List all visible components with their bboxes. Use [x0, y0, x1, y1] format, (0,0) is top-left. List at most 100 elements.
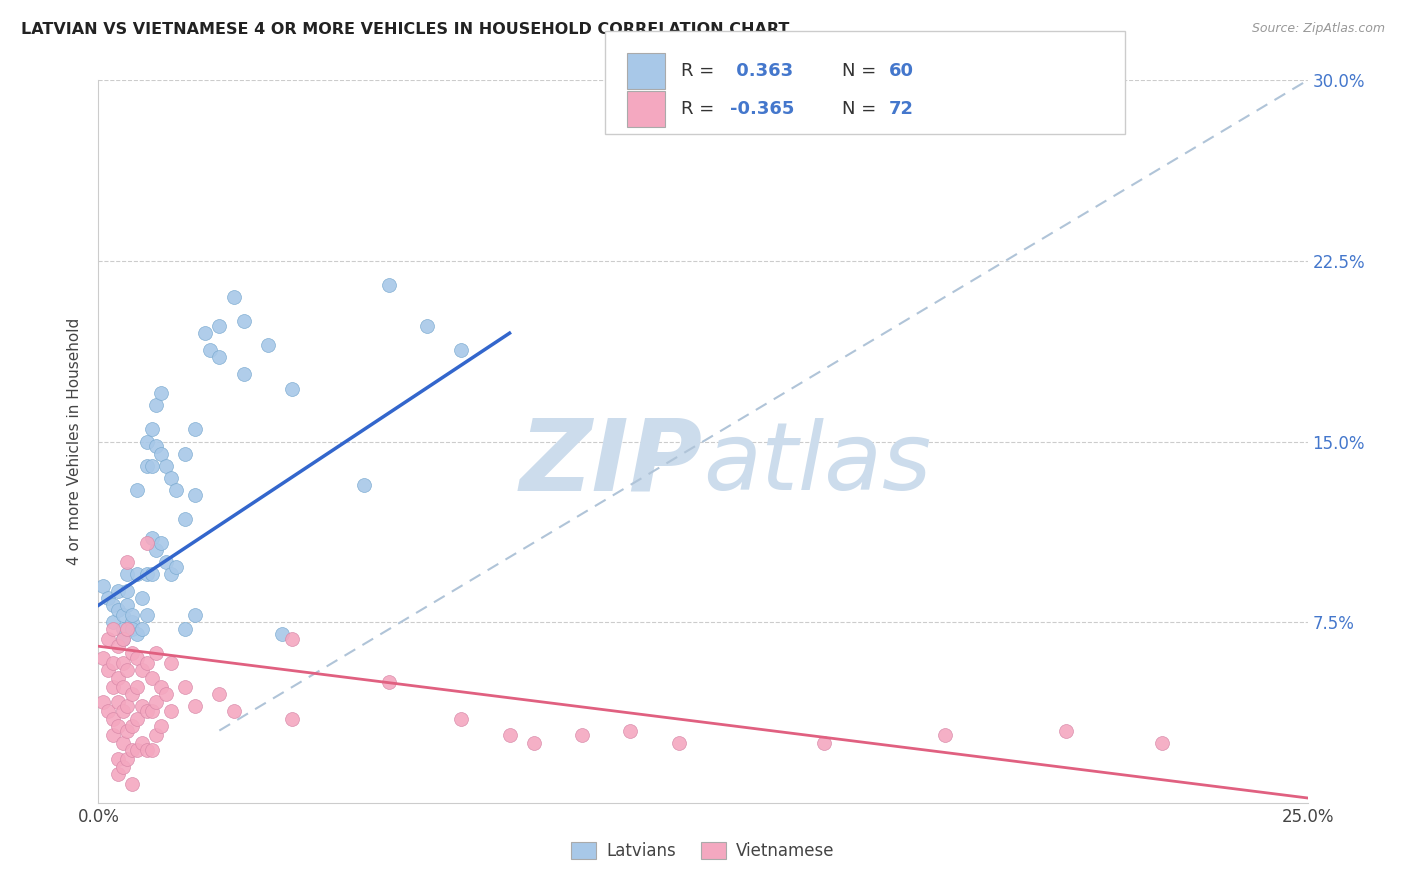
- Point: [141, 567, 163, 582]
- Point: [107, 671, 129, 685]
- Point: [174, 680, 197, 694]
- Point: [135, 458, 157, 473]
- Point: [145, 647, 167, 661]
- Point: [416, 318, 439, 333]
- Text: Source: ZipAtlas.com: Source: ZipAtlas.com: [1251, 22, 1385, 36]
- Point: [141, 458, 163, 473]
- Point: [281, 382, 304, 396]
- Point: [160, 704, 183, 718]
- Point: [101, 599, 124, 613]
- Point: [101, 728, 124, 742]
- Point: [498, 728, 520, 742]
- Point: [117, 699, 139, 714]
- Point: [135, 704, 157, 718]
- Point: [111, 632, 134, 646]
- Point: [107, 583, 129, 598]
- Point: [160, 567, 183, 582]
- Point: [121, 719, 143, 733]
- Point: [934, 728, 956, 742]
- Point: [111, 704, 134, 718]
- Point: [222, 704, 245, 718]
- Point: [107, 719, 129, 733]
- Point: [91, 651, 114, 665]
- Point: [150, 446, 173, 460]
- Text: 72: 72: [889, 100, 914, 118]
- Point: [101, 680, 124, 694]
- Point: [127, 651, 149, 665]
- Point: [111, 735, 134, 749]
- Point: [127, 567, 149, 582]
- Point: [111, 632, 134, 646]
- Point: [523, 735, 546, 749]
- Point: [208, 318, 231, 333]
- Point: [256, 338, 278, 352]
- Point: [135, 434, 157, 449]
- Point: [97, 632, 120, 646]
- Point: [155, 555, 177, 569]
- Y-axis label: 4 or more Vehicles in Household: 4 or more Vehicles in Household: [67, 318, 83, 566]
- Point: [111, 607, 134, 622]
- Point: [131, 699, 153, 714]
- Point: [174, 446, 197, 460]
- Point: [91, 579, 114, 593]
- Point: [127, 743, 149, 757]
- Point: [145, 728, 167, 742]
- Point: [101, 615, 124, 630]
- Point: [107, 639, 129, 653]
- Point: [232, 367, 254, 381]
- Text: N =: N =: [842, 62, 882, 80]
- Point: [117, 664, 139, 678]
- Text: R =: R =: [681, 100, 720, 118]
- Point: [135, 743, 157, 757]
- Point: [117, 752, 139, 766]
- Point: [111, 760, 134, 774]
- Point: [141, 531, 163, 545]
- Point: [145, 695, 167, 709]
- Point: [107, 695, 129, 709]
- Point: [101, 656, 124, 670]
- Text: 60: 60: [889, 62, 914, 80]
- Point: [174, 511, 197, 525]
- Text: -0.365: -0.365: [730, 100, 794, 118]
- Point: [111, 680, 134, 694]
- Point: [377, 277, 399, 292]
- Point: [184, 607, 207, 622]
- Point: [668, 735, 690, 749]
- Text: LATVIAN VS VIETNAMESE 4 OR MORE VEHICLES IN HOUSEHOLD CORRELATION CHART: LATVIAN VS VIETNAMESE 4 OR MORE VEHICLES…: [21, 22, 789, 37]
- Point: [131, 735, 153, 749]
- Point: [141, 422, 163, 436]
- Point: [101, 623, 124, 637]
- Point: [813, 735, 835, 749]
- Point: [135, 607, 157, 622]
- Text: 0.363: 0.363: [730, 62, 793, 80]
- Point: [150, 386, 173, 401]
- Point: [117, 723, 139, 738]
- Point: [155, 687, 177, 701]
- Point: [165, 559, 187, 574]
- Point: [135, 535, 157, 549]
- Point: [111, 656, 134, 670]
- Point: [1152, 735, 1174, 749]
- Point: [160, 656, 183, 670]
- Point: [155, 458, 177, 473]
- Point: [450, 343, 472, 357]
- Point: [121, 607, 143, 622]
- Point: [101, 712, 124, 726]
- Point: [198, 343, 221, 357]
- Point: [135, 567, 157, 582]
- Point: [165, 483, 187, 497]
- Point: [281, 632, 304, 646]
- Point: [127, 627, 149, 641]
- Text: ZIP: ZIP: [520, 415, 703, 512]
- Point: [131, 664, 153, 678]
- Point: [271, 627, 294, 641]
- Point: [91, 695, 114, 709]
- Legend: Latvians, Vietnamese: Latvians, Vietnamese: [565, 835, 841, 867]
- Point: [111, 623, 134, 637]
- Point: [281, 712, 304, 726]
- Point: [127, 712, 149, 726]
- Point: [145, 542, 167, 557]
- Text: R =: R =: [681, 62, 720, 80]
- Point: [184, 422, 207, 436]
- Point: [184, 699, 207, 714]
